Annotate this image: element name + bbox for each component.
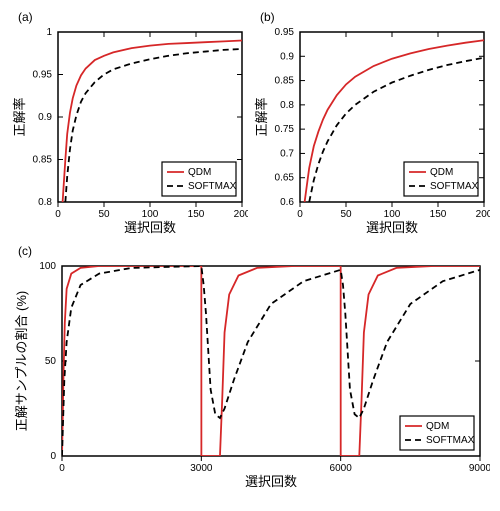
svg-text:0.8: 0.8 xyxy=(280,100,294,111)
svg-text:50: 50 xyxy=(45,356,57,367)
svg-text:9000: 9000 xyxy=(469,463,490,474)
svg-text:0.95: 0.95 xyxy=(275,27,295,38)
panel-c-label: (c) xyxy=(18,244,490,258)
svg-text:0.65: 0.65 xyxy=(275,173,295,184)
svg-text:QDM: QDM xyxy=(188,167,211,178)
panel-a-label: (a) xyxy=(18,10,248,24)
chart-a: 0 50 100 150 200 0.8 0.85 0.9 0.95 1 選択回数 正解率 QDM SOF… xyxy=(10,26,248,236)
svg-text:正解率: 正解率 xyxy=(12,97,27,136)
chart-c: 0 3000 6000 9000 0 50 100 選択回数 正解サンプルの割合 (%) QDM S… xyxy=(10,260,490,490)
svg-text:150: 150 xyxy=(430,209,447,220)
svg-text:0.85: 0.85 xyxy=(275,76,295,87)
svg-text:SOFTMAX: SOFTMAX xyxy=(426,435,475,446)
panel-b-label: (b) xyxy=(260,10,490,24)
svg-text:0.85: 0.85 xyxy=(33,155,53,166)
svg-text:50: 50 xyxy=(98,209,110,220)
svg-text:0.95: 0.95 xyxy=(33,70,53,81)
svg-text:0.6: 0.6 xyxy=(280,197,294,208)
svg-text:200: 200 xyxy=(234,209,248,220)
svg-text:SOFTMAX: SOFTMAX xyxy=(188,181,237,192)
svg-text:0.9: 0.9 xyxy=(38,112,52,123)
svg-text:0.7: 0.7 xyxy=(280,148,294,159)
svg-text:選択回数: 選択回数 xyxy=(124,220,176,235)
chart-b: 0 50 100 150 200 0.6 0.65 0.7 0.75 0.8 0.85 0.9 0.95… xyxy=(252,26,490,236)
figure-container: (a) 0 50 100 150 200 0.8 0.85 0.9 0.95 1 選択回数 正解率 QD… xyxy=(10,10,490,490)
svg-text:0: 0 xyxy=(50,451,56,462)
svg-text:1: 1 xyxy=(46,27,52,38)
svg-text:100: 100 xyxy=(39,261,56,272)
svg-text:0.8: 0.8 xyxy=(38,197,52,208)
svg-text:0: 0 xyxy=(55,209,61,220)
svg-text:正解率: 正解率 xyxy=(254,97,269,136)
svg-text:0: 0 xyxy=(59,463,65,474)
svg-text:選択回数: 選択回数 xyxy=(245,474,297,489)
svg-text:3000: 3000 xyxy=(190,463,213,474)
svg-text:100: 100 xyxy=(142,209,159,220)
panel-b: (b) 0 50 100 150 200 0.6 0.65 0.7 0.75 0.8 0.85 0.9… xyxy=(252,10,490,236)
panel-c: (c) 0 3000 6000 9000 0 50 100 選択回数 正解サンプルの割合 (%)… xyxy=(10,244,490,490)
svg-text:選択回数: 選択回数 xyxy=(366,220,418,235)
svg-text:100: 100 xyxy=(384,209,401,220)
svg-text:SOFTMAX: SOFTMAX xyxy=(430,181,479,192)
svg-text:正解サンプルの割合 (%): 正解サンプルの割合 (%) xyxy=(14,291,29,431)
svg-text:6000: 6000 xyxy=(330,463,353,474)
svg-text:50: 50 xyxy=(340,209,352,220)
svg-text:0.75: 0.75 xyxy=(275,124,295,135)
svg-text:0.9: 0.9 xyxy=(280,51,294,62)
svg-text:150: 150 xyxy=(188,209,205,220)
svg-text:QDM: QDM xyxy=(430,167,453,178)
panel-a: (a) 0 50 100 150 200 0.8 0.85 0.9 0.95 1 選択回数 正解率 QD… xyxy=(10,10,248,236)
svg-text:QDM: QDM xyxy=(426,421,449,432)
top-row: (a) 0 50 100 150 200 0.8 0.85 0.9 0.95 1 選択回数 正解率 QD… xyxy=(10,10,490,236)
svg-text:200: 200 xyxy=(476,209,490,220)
svg-text:0: 0 xyxy=(297,209,303,220)
